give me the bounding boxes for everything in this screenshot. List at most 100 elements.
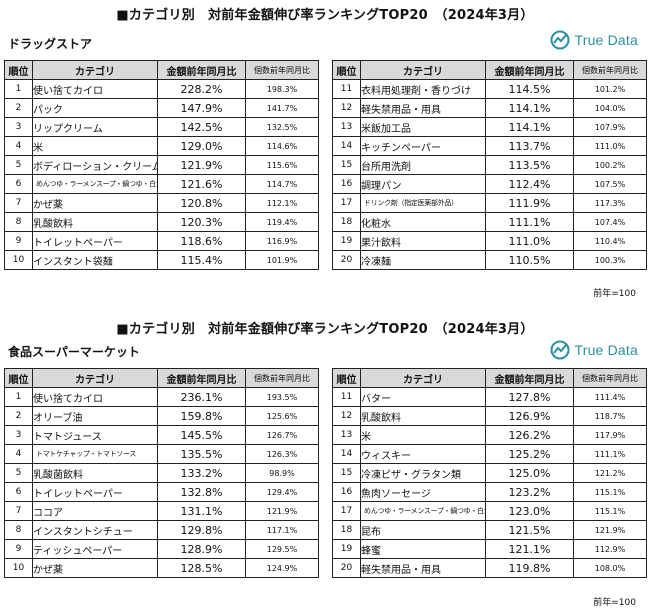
table-row: 14 ウィスキー 125.2% 111.1%: [332, 444, 647, 464]
amount-ratio-cell: 121.1%: [485, 539, 574, 559]
table-row: 17 めんつゆ・ラーメンスープ・鍋つゆ・白だし 123.0% 115.1%: [332, 501, 647, 521]
count-ratio-cell: 101.9%: [245, 250, 319, 270]
amount-ratio-cell: 110.5%: [485, 250, 574, 270]
category-cell: 化粧水: [360, 212, 486, 232]
header-amount: 金額前年同月比: [157, 368, 246, 388]
rank-cell: 13: [332, 117, 361, 137]
rank-cell: 2: [4, 406, 33, 426]
table: 順位 カテゴリ 金額前年同月比 個数前年同月比 1 使い捨てカイロ 228.2% 19…: [4, 60, 319, 270]
header-rank: 順位: [332, 368, 361, 388]
rank-cell: 11: [332, 79, 361, 99]
count-ratio-cell: 129.5%: [245, 539, 319, 559]
rank-cell: 6: [4, 482, 33, 502]
amount-ratio-cell: 119.8%: [485, 558, 574, 578]
category-cell: 米飯加工品: [360, 117, 486, 137]
amount-ratio-cell: 111.1%: [485, 212, 574, 232]
table-row: 13 米飯加工品 114.1% 107.9%: [332, 117, 647, 137]
count-ratio-cell: 121.2%: [573, 463, 647, 483]
brand-name: True Data: [574, 342, 638, 358]
table-row: 20 冷凍麺 110.5% 100.3%: [332, 250, 647, 270]
header-rank: 順位: [332, 60, 361, 80]
table-row: 18 昆布 121.5% 121.9%: [332, 520, 647, 540]
category-cell: かぜ薬: [32, 558, 158, 578]
table-row: 5 ボディローション・クリーム 121.9% 115.6%: [4, 155, 319, 175]
category-cell: 調理パン: [360, 174, 486, 194]
category-cell: 冷凍ピザ・グラタン類: [360, 463, 486, 483]
count-ratio-cell: 101.2%: [573, 79, 647, 99]
rank-cell: 4: [4, 444, 33, 464]
count-ratio-cell: 98.9%: [245, 463, 319, 483]
rank-cell: 18: [332, 212, 361, 232]
category-cell: インスタントシチュー: [32, 520, 158, 540]
table-row: 5 乳酸菌飲料 133.2% 98.9%: [4, 463, 319, 483]
amount-ratio-cell: 128.5%: [157, 558, 246, 578]
category-cell: 軽失禁用品・用具: [360, 98, 486, 118]
amount-ratio-cell: 228.2%: [157, 79, 246, 99]
count-ratio-cell: 115.1%: [573, 501, 647, 521]
table-row: 6 トイレットペーパー 132.8% 129.4%: [4, 482, 319, 502]
amount-ratio-cell: 120.8%: [157, 193, 246, 213]
count-ratio-cell: 121.9%: [573, 520, 647, 540]
count-ratio-cell: 125.6%: [245, 406, 319, 426]
amount-ratio-cell: 159.8%: [157, 406, 246, 426]
truedata-logo-icon: [550, 340, 570, 360]
amount-ratio-cell: 125.0%: [485, 463, 574, 483]
category-cell: 魚肉ソーセージ: [360, 482, 486, 502]
count-ratio-cell: 117.1%: [245, 520, 319, 540]
header-rank: 順位: [4, 368, 33, 388]
category-cell: 使い捨てカイロ: [32, 387, 158, 407]
rank-cell: 11: [332, 387, 361, 407]
header-amount: 金額前年同月比: [157, 60, 246, 80]
rank-cell: 9: [4, 539, 33, 559]
count-ratio-cell: 115.6%: [245, 155, 319, 175]
amount-ratio-cell: 115.4%: [157, 250, 246, 270]
table-row: 8 インスタントシチュー 129.8% 117.1%: [4, 520, 319, 540]
amount-ratio-cell: 132.8%: [157, 482, 246, 502]
category-cell: 米: [32, 136, 158, 156]
category-label-drugstore: ドラッグストア: [8, 37, 93, 51]
category-cell: トマトケチャップ・トマトソース: [32, 444, 158, 464]
rank-cell: 7: [4, 193, 33, 213]
table-row: 15 台所用洗剤 113.5% 100.2%: [332, 155, 647, 175]
category-cell: 蜂蜜: [360, 539, 486, 559]
count-ratio-cell: 121.9%: [245, 501, 319, 521]
count-ratio-cell: 129.4%: [245, 482, 319, 502]
table-row: 16 調理パン 112.4% 107.5%: [332, 174, 647, 194]
rank-cell: 12: [332, 98, 361, 118]
category-cell: ドリンク剤（指定医薬部外品）: [360, 193, 486, 213]
category-cell: 昆布: [360, 520, 486, 540]
header-category: カテゴリ: [32, 60, 158, 80]
amount-ratio-cell: 111.0%: [485, 231, 574, 251]
rank-cell: 3: [4, 117, 33, 137]
category-cell: オリーブ油: [32, 406, 158, 426]
category-cell: 米: [360, 425, 486, 445]
count-ratio-cell: 104.0%: [573, 98, 647, 118]
count-ratio-cell: 126.7%: [245, 425, 319, 445]
rank-cell: 14: [332, 136, 361, 156]
truedata-logo-icon: [550, 30, 570, 50]
category-cell: 果汁飲料: [360, 231, 486, 251]
count-ratio-cell: 118.7%: [573, 406, 647, 426]
category-cell: 衣料用処理剤・香りづけ: [360, 79, 486, 99]
ranking-table-drugstore-left: 順位 カテゴリ 金額前年同月比 個数前年同月比 1 使い捨てカイロ 228.2% 19…: [4, 60, 319, 270]
amount-ratio-cell: 114.1%: [485, 117, 574, 137]
table: 順位 カテゴリ 金額前年同月比 個数前年同月比 1 使い捨てカイロ 236.1% 19…: [4, 368, 319, 578]
section-title-drugstore: ■カテゴリ別 対前年金額伸び率ランキングTOP20 （2024年3月）: [116, 8, 534, 23]
category-cell: キッチンペーパー: [360, 136, 486, 156]
category-cell: 使い捨てカイロ: [32, 79, 158, 99]
rank-cell: 6: [4, 174, 33, 194]
amount-ratio-cell: 121.5%: [485, 520, 574, 540]
count-ratio-cell: 117.9%: [573, 425, 647, 445]
amount-ratio-cell: 129.0%: [157, 136, 246, 156]
rank-cell: 18: [332, 520, 361, 540]
table-row: 18 化粧水 111.1% 107.4%: [332, 212, 647, 232]
amount-ratio-cell: 133.2%: [157, 463, 246, 483]
rank-cell: 3: [4, 425, 33, 445]
amount-ratio-cell: 114.5%: [485, 79, 574, 99]
count-ratio-cell: 107.9%: [573, 117, 647, 137]
amount-ratio-cell: 125.2%: [485, 444, 574, 464]
rank-cell: 7: [4, 501, 33, 521]
rank-cell: 1: [4, 387, 33, 407]
category-cell: トイレットペーパー: [32, 231, 158, 251]
category-cell: ココア: [32, 501, 158, 521]
